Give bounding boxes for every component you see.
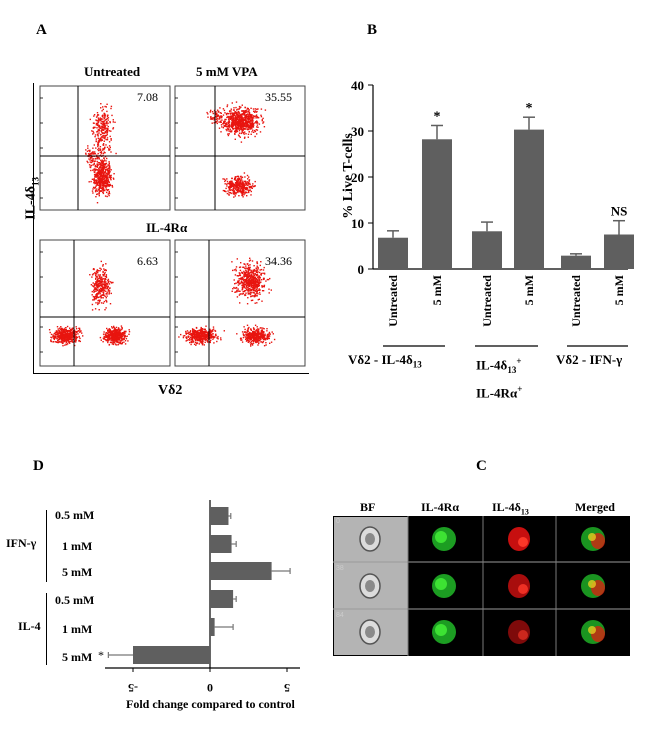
- panel-d-dose-6: 5 mM: [62, 650, 93, 664]
- panel-d-x-tick-label: 5: [284, 681, 290, 695]
- dot-plot-events: [178, 257, 276, 347]
- panel-c-row-id-2: 38: [336, 565, 344, 572]
- panel-b-sig-mark: NS: [611, 204, 628, 219]
- panel-b-group-1: Vδ2 - IL-4δ13: [348, 352, 422, 370]
- panel-b-y-tick-label: 10: [351, 216, 364, 231]
- panel-b-bar: [604, 234, 634, 269]
- dot-plot-events: [48, 260, 131, 347]
- panel-d-bar: [210, 507, 229, 525]
- panel-b-sig-mark: *: [434, 109, 441, 124]
- dot-plot-events: [85, 103, 117, 204]
- panel-a-letter: A: [36, 22, 47, 38]
- panel-d-bar: [210, 590, 234, 608]
- panel-d-xlabel: Fold change compared to control: [126, 697, 295, 711]
- panel-b-y-tick-label: 40: [351, 78, 364, 93]
- panel-c-header-merged: Merged: [575, 500, 615, 514]
- panel-d-group-il4: IL-4: [18, 619, 41, 633]
- dot-plot-frame: [39, 239, 171, 367]
- panel-b-bar: [514, 129, 544, 269]
- panel-d-dose-5: 1 mM: [62, 622, 93, 636]
- panel-a-label-il4ra: IL-4Rα: [146, 220, 188, 235]
- panel-d-bracket-il4: [46, 593, 47, 665]
- il4ra-cell-bright: [435, 578, 447, 590]
- merged-overlap: [588, 580, 596, 588]
- panel-c-row-id-1: 0: [336, 518, 340, 525]
- panel-b-bar: [472, 231, 502, 269]
- panel-b-category-label: Untreated: [480, 275, 494, 327]
- panel-d-bar: [210, 535, 232, 553]
- quadrant-value-3: 6.63: [137, 254, 158, 268]
- quadrant-value-2: 35.55: [265, 90, 292, 104]
- panel-b-letter: B: [367, 22, 378, 38]
- panel-b-category-label: Untreated: [569, 275, 583, 327]
- panel-b-y-tick-label: 20: [351, 170, 364, 185]
- il4d13-cell-bright: [518, 537, 528, 547]
- panel-d-x-tick-label: -5: [128, 681, 138, 695]
- panel-b-group-2: IL-4δ13+ IL-4Rα+: [476, 356, 523, 401]
- bf-cell-nucleus: [365, 626, 375, 638]
- panel-a-label-vpa: 5 mM VPA: [196, 64, 258, 79]
- merged-overlap: [588, 626, 596, 634]
- quadrant-value-1: 7.08: [137, 90, 158, 104]
- dot-plot-events: [206, 101, 267, 198]
- il4ra-cell-bright: [435, 624, 447, 636]
- panel-a-frame: [33, 83, 309, 374]
- panel-b-bar: [378, 237, 408, 269]
- panel-d-letter: D: [33, 458, 44, 474]
- panel-b-y-tick-label: 0: [358, 262, 365, 277]
- panel-d-bracket-ifn: [46, 510, 47, 582]
- panel-d-sig-mark: *: [98, 648, 104, 662]
- bf-cell-nucleus: [365, 580, 375, 592]
- panel-d-bar: [210, 562, 272, 580]
- panel-d-dose-3: 5 mM: [62, 565, 93, 579]
- il4d13-cell-bright: [518, 584, 528, 594]
- panel-d-x-tick-label: 0: [207, 681, 213, 695]
- panel-b-category-label: 5 mM: [522, 275, 536, 305]
- panel-c-letter: C: [476, 458, 487, 474]
- panel-d-bar: [133, 646, 210, 664]
- panel-a-label-untreated: Untreated: [84, 64, 141, 79]
- panel-d-dose-4: 0.5 mM: [55, 593, 95, 607]
- panel-b-category-label: Untreated: [386, 275, 400, 327]
- bf-cell-nucleus: [365, 533, 375, 545]
- panel-b-bar: [422, 139, 452, 269]
- panel-b-sig-mark: *: [526, 101, 533, 116]
- panel-b-bar: [561, 255, 591, 269]
- panel-d-bar: [210, 618, 215, 636]
- il4ra-cell-bright: [435, 531, 447, 543]
- panel-d-group-ifn: IFN-γ: [6, 536, 37, 550]
- panel-b-group-3: Vδ2 - IFN-γ: [556, 352, 623, 367]
- quadrant-value-4: 34.36: [265, 254, 292, 268]
- panel-d-dose-1: 0.5 mM: [55, 508, 95, 522]
- panel-c-row-id-3: 84: [336, 612, 344, 619]
- panel-b-y-tick-label: 30: [351, 124, 364, 139]
- panel-c-header-il4d13: IL-4δ13: [492, 500, 529, 517]
- panel-b-category-label: 5 mM: [430, 275, 444, 305]
- panel-b-category-label: 5 mM: [612, 275, 626, 305]
- panel-d-dose-2: 1 mM: [62, 539, 93, 553]
- panel-c-header-bf: BF: [360, 500, 376, 514]
- panel-a-xlabel: Vδ2: [158, 383, 183, 398]
- il4d13-cell-bright: [518, 630, 528, 640]
- panel-c-header-il4ra: IL-4Rα: [421, 500, 460, 514]
- merged-overlap: [588, 533, 596, 541]
